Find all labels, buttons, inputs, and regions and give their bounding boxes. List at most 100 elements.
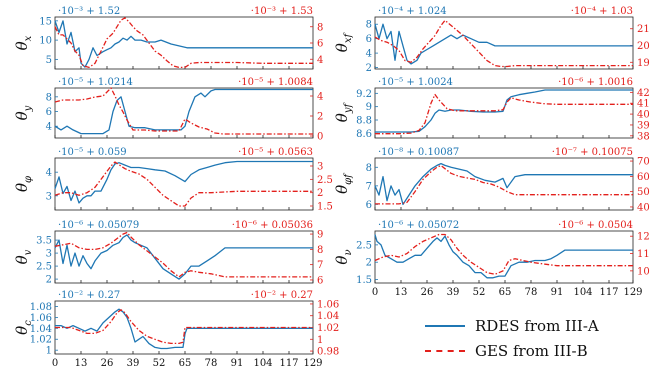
offset-label-left: ·10⁻⁶ + 0.05079 — [58, 220, 139, 231]
y-left-tick-label: 9.2 — [356, 89, 372, 100]
y-left-tick-label: 2 — [46, 275, 52, 286]
x-tick-label: 52 — [153, 358, 166, 369]
series-ges-line — [374, 233, 633, 275]
offset-label-right: ·10⁻⁵ + 1.0084 — [238, 77, 313, 88]
panel-theta_x: 5 10 15 4 6 8 ·10⁻³ + 1.52 ·10⁻³ + 1.53 θx — [13, 6, 323, 70]
series-rdes-line — [374, 234, 633, 279]
legend-line-rdes — [425, 325, 465, 327]
series-ges-line — [54, 87, 313, 135]
y-left-tick-label: 4 — [366, 49, 372, 60]
x-tick-label: 129 — [623, 287, 642, 298]
y-axis-label: θxf — [333, 32, 354, 53]
panel-theta_phi: 3 4 1.5 2 2.5 3 ·10⁻⁵ + 0.059 ·10⁻⁵ + 0.0563 θφ — [13, 147, 333, 213]
y-left-tick-label: 9 — [366, 102, 372, 113]
y-right-tick-label: 41 — [637, 99, 650, 110]
offset-label-right: ·10⁻⁶ + 0.05036 — [232, 220, 313, 231]
x-tick-label: 104 — [253, 358, 272, 369]
series-rdes-line — [375, 89, 633, 133]
series-ges-line — [54, 17, 313, 69]
offset-label-right: ·10⁻² + 0.27 — [251, 290, 313, 301]
offset-label-left: ·10⁻⁵ + 1.0024 — [378, 77, 453, 88]
series-rdes-line — [55, 308, 313, 350]
y-left-tick-label: 8.8 — [356, 116, 372, 127]
panel-frame — [374, 87, 634, 139]
panel-frame — [54, 87, 314, 139]
y-right-tick-label: 60 — [637, 172, 650, 183]
y-right-tick-label: 8 — [317, 245, 323, 256]
series-ges-line — [54, 231, 313, 278]
y-left-tick-label: 2.5 — [356, 240, 372, 251]
y-axis-label: θy — [13, 105, 34, 120]
y-left-tick-label: 2 — [366, 258, 372, 269]
y-right-tick-label: 42 — [637, 88, 650, 99]
y-right-tick-label: 2.5 — [317, 175, 333, 186]
offset-label-right: ·10⁻⁷ + 0.10075 — [552, 147, 633, 158]
x-tick-label: 117 — [599, 287, 618, 298]
y-left-tick-label: 15 — [39, 16, 52, 27]
y-right-tick-label: 7 — [317, 260, 323, 271]
x-tick-label: 13 — [75, 358, 88, 369]
y-left-tick-label: 6 — [366, 200, 372, 211]
y-axis-label: θφf — [333, 172, 354, 194]
y-right-tick-label: 40 — [637, 110, 650, 121]
panel-frame — [54, 157, 314, 211]
y-left-tick-label: 4 — [46, 168, 52, 179]
x-tick-label: 26 — [101, 358, 114, 369]
x-tick-label: 117 — [279, 358, 298, 369]
offset-label-left: ·10⁻⁵ + 1.0214 — [58, 77, 133, 88]
offset-label-right: ·10⁻⁶ + 1.0016 — [558, 77, 633, 88]
panel-frame — [54, 230, 314, 284]
y-left-tick-label: 6 — [366, 34, 372, 45]
y-right-tick-label: 2 — [317, 112, 323, 123]
y-left-tick-label: 1.02 — [30, 335, 52, 346]
panel-frame — [374, 230, 634, 284]
y-right-tick-label: 1.04 — [317, 311, 339, 322]
series-rdes-line — [54, 160, 313, 204]
series-ges-line — [54, 161, 313, 207]
y-left-tick-label: 1.06 — [30, 313, 52, 324]
y-left-tick-label: 8 — [46, 92, 52, 103]
y-right-tick-label: 1.06 — [317, 299, 339, 310]
y-right-tick-label: 12 — [637, 232, 650, 243]
panel-theta_phif: 6 7 8 40 50 60 70 ·10⁻⁸ + 0.10087 ·10⁻⁷ + 0.1007… — [333, 147, 650, 213]
y-right-tick-label: 1 — [317, 335, 323, 346]
series-ges-line — [374, 19, 633, 68]
offset-label-right: ·10⁻⁵ + 0.0563 — [238, 147, 313, 158]
y-right-tick-label: 21 — [637, 24, 650, 35]
x-tick-label: 91 — [231, 358, 244, 369]
y-left-tick-label: 6 — [46, 107, 52, 118]
legend-label-ges: GES from III-B — [475, 342, 588, 360]
offset-label-left: ·10⁻⁸ + 0.10087 — [378, 147, 459, 158]
series-rdes-line — [54, 20, 313, 68]
series-ges-line — [375, 164, 633, 205]
legend-item-ges: GES from III-B — [425, 341, 588, 361]
y-right-tick-label: 39 — [637, 120, 650, 131]
x-tick-label: 0 — [372, 287, 378, 298]
x-tick-label: 65 — [179, 358, 192, 369]
y-left-tick-label: 3 — [46, 249, 52, 260]
y-right-tick-label: 50 — [637, 187, 650, 198]
offset-label-left: ·10⁻⁶ + 0.05072 — [378, 220, 459, 231]
x-tick-label: 129 — [303, 358, 322, 369]
y-left-tick-label: 8 — [366, 163, 372, 174]
y-left-tick-label: 7 — [366, 181, 372, 192]
panel-frame — [374, 16, 634, 70]
y-right-tick-label: 1.5 — [317, 202, 333, 213]
y-left-tick-label: 3.5 — [36, 236, 52, 247]
y-left-tick-label: 2.5 — [36, 262, 52, 273]
x-tick-label: 39 — [127, 358, 140, 369]
series-ges-line — [375, 93, 633, 135]
y-right-tick-label: 20 — [637, 41, 650, 52]
y-right-tick-label: 19 — [637, 58, 650, 69]
y-left-tick-label: 1.08 — [30, 302, 52, 313]
series-rdes-line — [374, 23, 633, 65]
y-axis-label: θφ — [13, 176, 34, 192]
x-tick-label: 52 — [473, 287, 486, 298]
y-left-tick-label: 1.04 — [30, 324, 52, 335]
legend-label-rdes: RDES from III-A — [475, 317, 599, 335]
y-right-tick-label: 11 — [637, 249, 650, 260]
y-right-tick-label: 4 — [317, 92, 323, 103]
offset-label-left: ·10⁻³ + 1.52 — [58, 6, 120, 17]
x-tick-label: 104 — [573, 287, 592, 298]
